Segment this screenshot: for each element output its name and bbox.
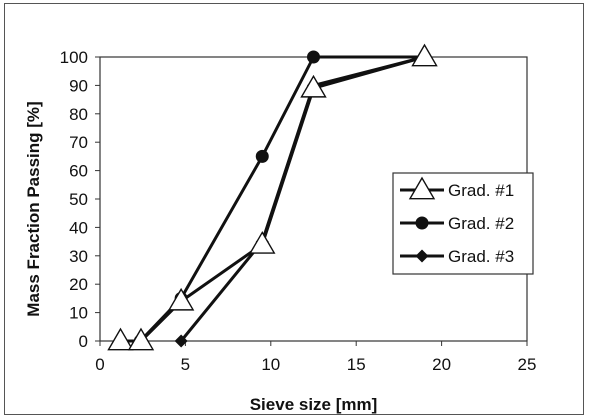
legend-item: Grad. #3 — [400, 247, 514, 266]
data-point-triangle — [408, 176, 436, 200]
x-axis: 0 5 10 15 20 25 — [95, 341, 536, 374]
y-tick-label: 70 — [69, 133, 88, 152]
x-tick-label: 5 — [181, 355, 190, 374]
data-point-diamond — [415, 249, 429, 263]
legend-label: Grad. #1 — [448, 181, 514, 200]
y-axis-title: Mass Fraction Passing [%] — [24, 101, 43, 316]
x-tick-label: 15 — [347, 355, 366, 374]
data-point-circle — [415, 216, 429, 230]
y-tick-label: 100 — [60, 48, 88, 67]
legend: Grad. #1 Grad. #2 Grad. #3 — [392, 172, 534, 275]
legend-item: Grad. #1 — [400, 176, 514, 200]
data-point-circle — [307, 50, 320, 64]
series-1 — [107, 43, 438, 351]
data-point-triangle — [411, 43, 438, 67]
series-layer — [107, 43, 438, 351]
x-axis-title: Sieve size [mm] — [250, 395, 378, 414]
legend-label: Grad. #2 — [448, 214, 514, 233]
y-tick-label: 80 — [69, 105, 88, 124]
x-tick-label: 25 — [518, 355, 537, 374]
y-tick-label: 60 — [69, 162, 88, 181]
y-tick-label: 90 — [69, 76, 88, 95]
y-tick-label: 10 — [69, 304, 88, 323]
data-point-circle — [255, 149, 269, 163]
x-tick-label: 20 — [432, 355, 451, 374]
data-point-diamond — [174, 334, 188, 348]
data-point-triangle — [249, 231, 276, 254]
y-tick-label: 0 — [79, 332, 88, 351]
y-axis: 0 10 20 30 40 50 60 70 80 90 100 — [60, 48, 100, 351]
data-point-triangle — [167, 287, 195, 311]
legend-item: Grad. #2 — [400, 214, 514, 233]
x-tick-label: 10 — [261, 355, 280, 374]
y-tick-label: 20 — [69, 275, 88, 294]
x-tick-label: 0 — [95, 355, 104, 374]
data-point-triangle — [127, 327, 155, 351]
data-point-triangle — [300, 74, 327, 98]
data-point-triangle — [107, 327, 134, 351]
legend-label: Grad. #3 — [448, 247, 514, 266]
y-tick-label: 40 — [69, 218, 88, 237]
y-tick-label: 50 — [69, 190, 88, 209]
y-tick-label: 30 — [69, 247, 88, 266]
